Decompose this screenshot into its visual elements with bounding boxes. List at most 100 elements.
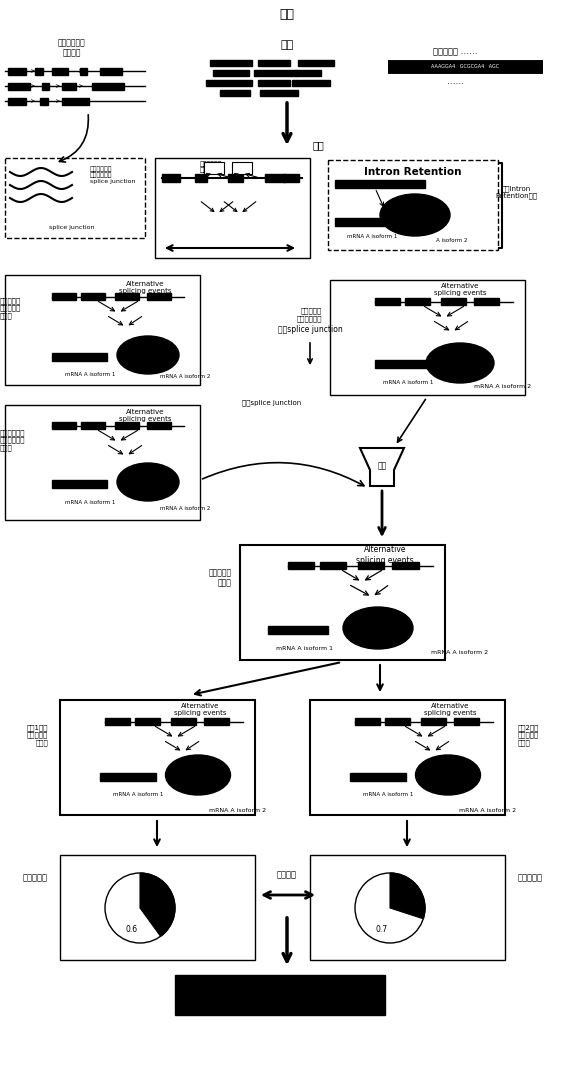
Bar <box>258 80 290 86</box>
Bar <box>220 90 250 96</box>
Text: mRNA A isoform 2: mRNA A isoform 2 <box>475 384 532 390</box>
Bar <box>52 422 76 429</box>
Bar <box>162 174 180 182</box>
Bar <box>350 773 406 781</box>
Bar <box>42 83 49 90</box>
Polygon shape <box>360 449 404 487</box>
Text: 样本1检测
到的可变剪
接事件: 样本1检测 到的可变剪 接事件 <box>26 724 48 746</box>
Bar <box>265 174 285 182</box>
Bar <box>310 700 505 814</box>
Text: 比对: 比对 <box>312 140 324 150</box>
Bar <box>405 298 430 305</box>
Bar <box>474 298 499 305</box>
Bar <box>100 773 156 781</box>
Bar <box>60 855 255 960</box>
Text: 新的可变剪
接事件（新）: 新的可变剪 接事件（新） <box>297 308 322 323</box>
Text: AAAGGA4   GCGCGA4   AGC: AAAGGA4 GCGCGA4 AGC <box>431 64 499 70</box>
Bar <box>175 975 385 1015</box>
Text: splice junction: splice junction <box>49 226 95 230</box>
Bar <box>40 98 48 105</box>
Text: mRNA A isoform 1: mRNA A isoform 1 <box>277 645 333 651</box>
Text: 比例比较: 比例比较 <box>277 871 297 880</box>
Bar <box>375 298 400 305</box>
Bar <box>8 98 26 105</box>
Bar <box>206 80 252 86</box>
Bar <box>5 405 200 520</box>
Bar <box>292 80 330 86</box>
Bar <box>52 293 76 300</box>
Bar <box>421 718 446 725</box>
Text: mRNA A isoform 1: mRNA A isoform 1 <box>113 792 163 796</box>
FancyArrowPatch shape <box>59 115 88 162</box>
Text: mRNA A isoform 2: mRNA A isoform 2 <box>459 808 517 812</box>
Bar <box>455 718 479 725</box>
Bar <box>135 718 160 725</box>
Bar <box>195 174 207 182</box>
Text: 0.6: 0.6 <box>126 925 138 934</box>
Text: 输入: 输入 <box>280 9 294 22</box>
Bar <box>8 83 30 90</box>
Text: 鉴定Intron
Retention事件: 鉴定Intron Retention事件 <box>495 185 537 199</box>
Ellipse shape <box>117 336 179 374</box>
Text: A isoform 2: A isoform 2 <box>436 239 468 243</box>
Bar <box>335 180 425 188</box>
Text: Alternative
splicing events: Alternative splicing events <box>174 704 226 717</box>
Text: 新的可变剪
接事件: 新的可变剪 接事件 <box>209 568 232 588</box>
Bar <box>298 60 334 66</box>
Text: 鉴定所有已
知的可变剪
接事件: 鉴定所有已 知的可变剪 接事件 <box>0 298 21 319</box>
Bar <box>283 174 299 182</box>
Bar <box>210 60 252 66</box>
Circle shape <box>105 873 175 943</box>
Bar <box>232 162 252 174</box>
Bar <box>52 68 68 75</box>
Bar <box>358 561 383 569</box>
Ellipse shape <box>426 343 494 383</box>
Bar <box>81 293 105 300</box>
Bar <box>310 855 505 960</box>
Bar <box>62 98 89 105</box>
Ellipse shape <box>343 607 413 649</box>
Bar <box>213 70 249 76</box>
FancyArrowPatch shape <box>203 463 364 485</box>
Text: 新的splice junction: 新的splice junction <box>278 326 342 334</box>
Bar <box>393 561 418 569</box>
Bar <box>355 718 380 725</box>
Text: 参考基因组 ……: 参考基因组 …… <box>433 48 478 56</box>
Text: 1 - ψ: 1 - ψ <box>152 907 168 913</box>
Text: 1 - ψ: 1 - ψ <box>402 907 418 913</box>
Bar <box>330 280 525 395</box>
Text: 可变型比例: 可变型比例 <box>518 873 543 883</box>
Text: 序列: 序列 <box>280 40 294 50</box>
Bar <box>260 90 298 96</box>
Bar <box>375 359 430 368</box>
Text: ≈ 0.4: ≈ 0.4 <box>150 891 170 897</box>
Bar <box>81 422 105 429</box>
Bar <box>100 68 122 75</box>
Text: mRNA A isoform 2: mRNA A isoform 2 <box>160 375 210 379</box>
Text: Alternative
splicing events: Alternative splicing events <box>119 408 171 421</box>
Text: Alternative
splicing events: Alternative splicing events <box>119 280 171 293</box>
Bar <box>268 626 328 634</box>
Bar <box>62 83 76 90</box>
Bar <box>240 545 445 660</box>
Text: 从注释文件中
提取所有已知
splice junction: 从注释文件中 提取所有已知 splice junction <box>90 166 135 184</box>
Text: Alternative
splicing events: Alternative splicing events <box>356 545 414 565</box>
Bar <box>147 422 171 429</box>
Text: mRNA A isoform 1: mRNA A isoform 1 <box>383 379 433 384</box>
Bar <box>385 718 410 725</box>
Text: mRNA A isoform 2: mRNA A isoform 2 <box>160 505 210 510</box>
Ellipse shape <box>117 463 179 501</box>
Text: Alternative
splicing events: Alternative splicing events <box>424 704 476 717</box>
Text: 样本2检测
到的可变剪
接事件: 样本2检测 到的可变剪 接事件 <box>518 724 540 746</box>
Bar <box>8 68 26 75</box>
Bar <box>328 160 498 250</box>
Text: mRNA A isoform 2: mRNA A isoform 2 <box>210 808 266 812</box>
Text: mRNA A isoform 1: mRNA A isoform 1 <box>65 500 115 505</box>
Bar <box>115 422 139 429</box>
Bar <box>35 68 43 75</box>
Text: 从注释文件中
提取所有已知: 从注释文件中 提取所有已知 <box>200 161 223 173</box>
Bar <box>60 700 255 814</box>
Bar <box>5 157 145 238</box>
Bar <box>228 174 243 182</box>
Bar <box>92 83 124 90</box>
